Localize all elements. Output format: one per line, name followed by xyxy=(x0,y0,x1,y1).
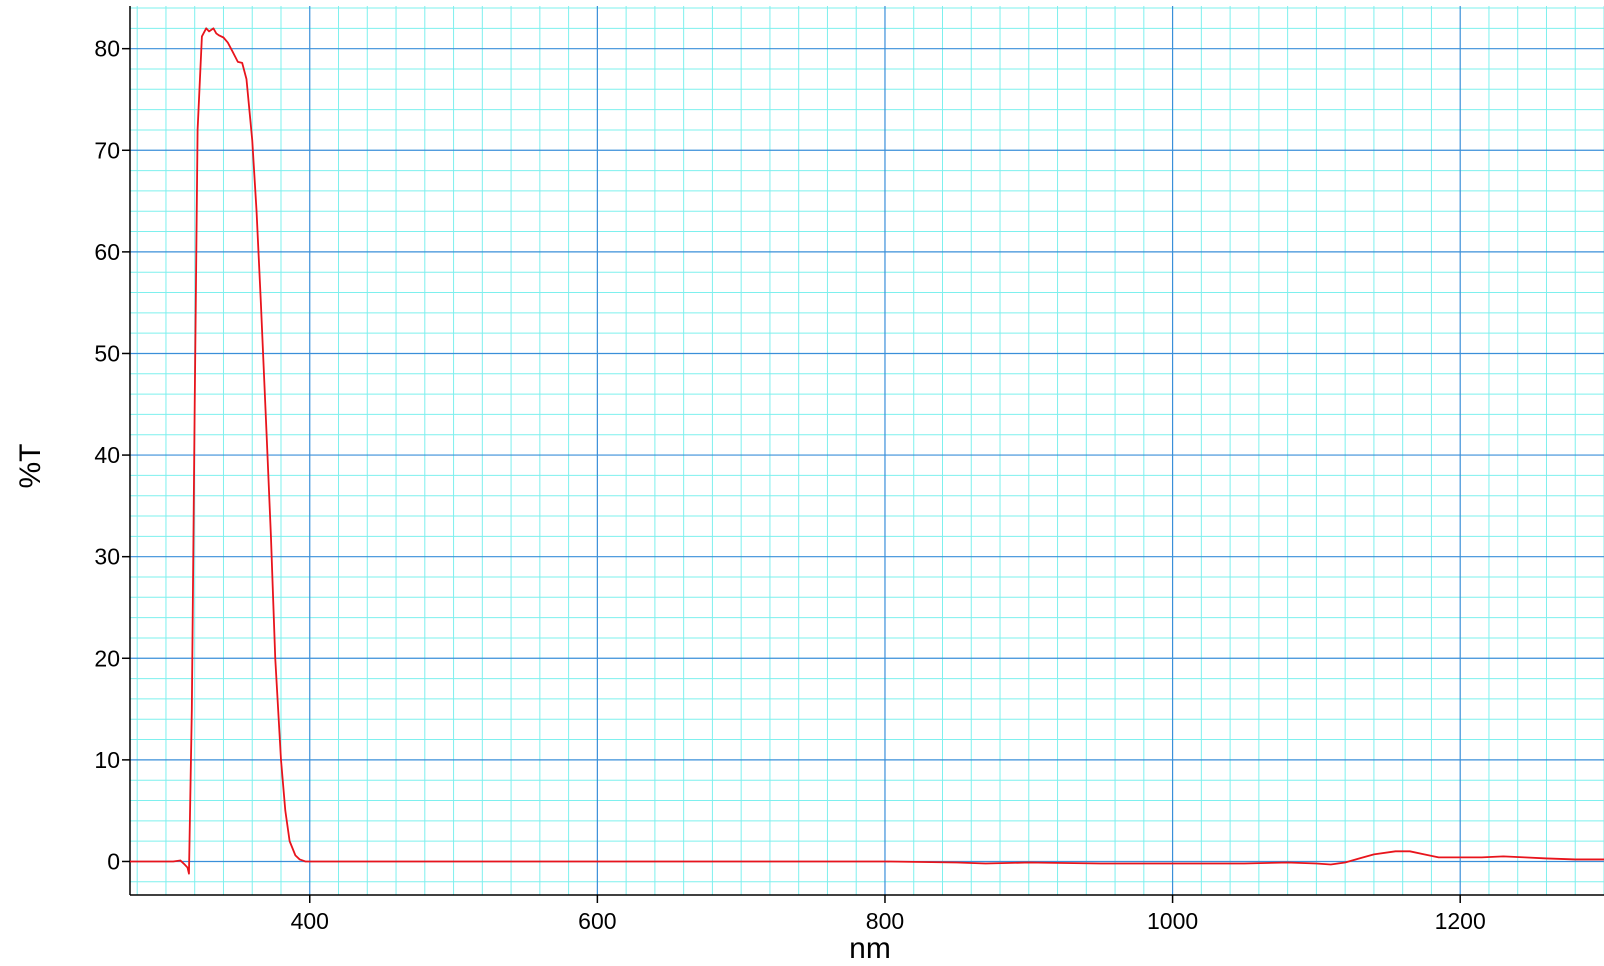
y-tick-label: 60 xyxy=(94,239,120,265)
y-tick-label: 0 xyxy=(107,848,120,874)
y-tick-label: 70 xyxy=(94,137,120,163)
x-tick-label: 1200 xyxy=(1435,908,1486,934)
x-axis-title: nm xyxy=(849,932,891,965)
y-tick-label: 30 xyxy=(94,544,120,570)
y-tick-label: 20 xyxy=(94,645,120,671)
x-tick-label: 800 xyxy=(866,908,904,934)
y-axis-title: %T xyxy=(14,444,47,489)
x-tick-label: 400 xyxy=(291,908,329,934)
x-ticks: 400 600 800 1000 1200 xyxy=(291,895,1486,934)
y-tick-label: 40 xyxy=(94,442,120,468)
y-tick-label: 10 xyxy=(94,747,120,773)
minor-grid xyxy=(130,6,1604,895)
major-grid xyxy=(130,6,1604,895)
x-tick-label: 1000 xyxy=(1147,908,1198,934)
x-tick-label: 600 xyxy=(578,908,616,934)
y-tick-label: 80 xyxy=(94,36,120,62)
y-ticks: 0 10 20 30 40 50 60 70 80 xyxy=(94,36,130,874)
series-line xyxy=(130,27,1604,875)
y-tick-label: 50 xyxy=(94,340,120,366)
